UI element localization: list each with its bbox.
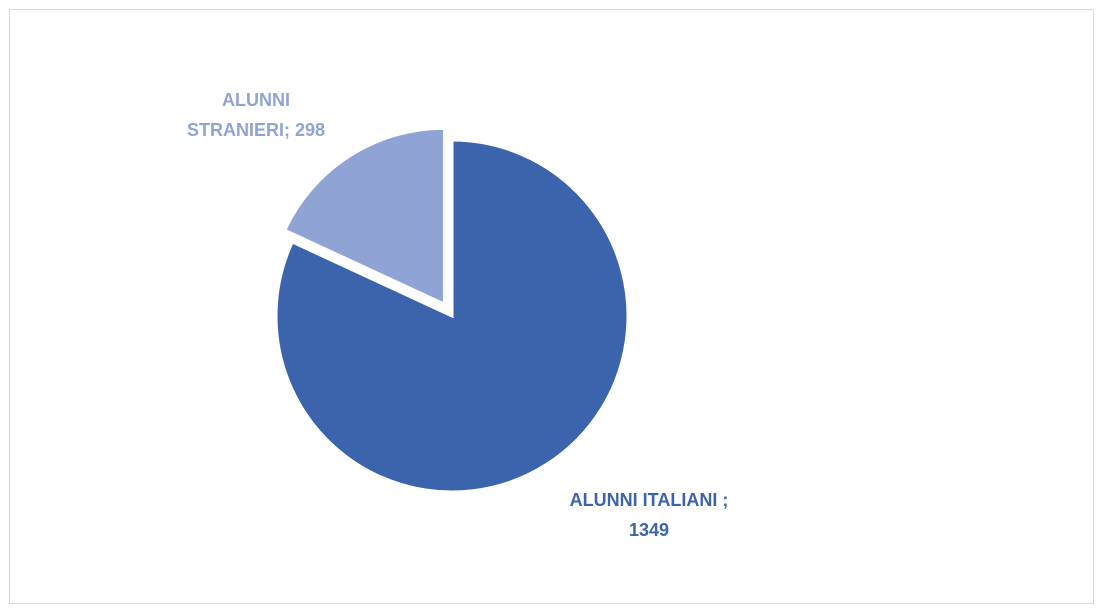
pie-slice-alunni-stranieri [282,126,446,307]
data-label-line: STRANIERI; 298 [187,120,325,140]
pie-slices [274,126,630,494]
data-label-alunni-italiani: ALUNNI ITALIANI ; 1349 [570,490,729,540]
pie-slice-alunni-italiani [274,138,630,494]
data-label-line: 1349 [629,520,669,540]
data-label-line: ALUNNI [222,90,290,110]
data-label-line: ALUNNI ITALIANI ; [570,490,729,510]
pie-data-labels: ALUNNI ITALIANI ; 1349 ALUNNI STRANIERI; 29… [187,90,728,540]
data-label-alunni-stranieri: ALUNNI STRANIERI; 298 [187,90,325,140]
